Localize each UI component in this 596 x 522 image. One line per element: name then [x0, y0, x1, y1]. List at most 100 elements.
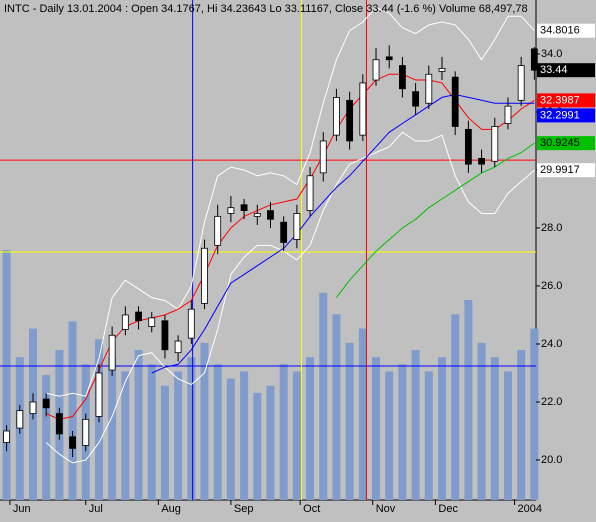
y-tick-label: 20.0: [541, 454, 562, 466]
x-tick-label: Sep: [234, 503, 254, 515]
candle-body: [267, 210, 274, 220]
volume-bar: [200, 342, 209, 500]
candle-body: [148, 317, 156, 327]
value-box: [537, 108, 595, 123]
candle-body: [319, 140, 327, 174]
volume-bar: [68, 321, 77, 500]
candle-body: [399, 65, 406, 90]
volume-bar: [279, 364, 288, 500]
volume-bar: [517, 350, 526, 500]
volume-bar: [266, 385, 275, 500]
candle-body: [280, 221, 288, 243]
volume-bar: [372, 357, 381, 500]
candle-body: [346, 99, 354, 142]
candle-body: [333, 97, 340, 136]
volume-bar: [477, 342, 486, 500]
value-box: [537, 63, 595, 78]
volume-bar: [213, 364, 222, 500]
volume-bar: [147, 364, 156, 500]
volume-bar: [332, 314, 341, 500]
candle-body: [29, 401, 37, 414]
volume-bar: [437, 357, 446, 500]
volume-bar: [160, 385, 169, 500]
candle-body: [121, 314, 129, 330]
volume-bar: [253, 392, 262, 500]
candle-body: [227, 207, 235, 214]
y-tick-label: 28.0: [541, 222, 562, 234]
volume-bar: [345, 342, 354, 500]
candle-body: [504, 105, 512, 124]
volume-bar: [358, 328, 367, 500]
volume-bar: [503, 371, 512, 500]
y-tick-label: 22.0: [541, 396, 562, 408]
candle-body: [187, 308, 195, 339]
volume-bar: [134, 350, 143, 500]
candle-body: [108, 334, 116, 371]
volume-bar: [42, 375, 51, 500]
value-box: [537, 163, 595, 178]
value-label: 32.3987: [540, 94, 580, 106]
indicator-line: [336, 142, 535, 298]
candle-body: [240, 204, 248, 211]
volume-bar: [108, 357, 117, 500]
volume-bar: [530, 328, 539, 500]
candle-body: [161, 320, 169, 351]
volume-bar: [411, 350, 420, 500]
volume-bar: [319, 292, 328, 500]
indicator-line: [45, 131, 535, 464]
x-tick-label: Jun: [13, 503, 31, 515]
volume-bar: [451, 314, 460, 500]
y-tick-label: 26.0: [541, 280, 562, 292]
candle-body: [16, 410, 24, 429]
x-tick-label: Dec: [438, 503, 458, 515]
indicator-line: [151, 93, 535, 374]
candle-body: [478, 157, 485, 165]
candle-body: [214, 215, 222, 246]
volume-bar: [424, 371, 433, 500]
volume-bar: [174, 371, 183, 500]
candle-body: [55, 413, 63, 435]
candle-body: [451, 76, 459, 127]
candle-body: [517, 65, 525, 101]
x-tick-label: Aug: [161, 503, 181, 515]
candle-body: [82, 418, 90, 446]
candle-body: [201, 247, 208, 304]
candle-body: [3, 430, 10, 443]
value-label: 33.44: [540, 64, 568, 76]
candle-body: [438, 68, 446, 72]
value-label: 34.8016: [540, 25, 580, 37]
candle-body: [425, 73, 433, 104]
value-label: 30.9245: [540, 137, 580, 149]
volume-bar: [292, 371, 301, 500]
volume-bar: [187, 357, 196, 500]
value-label: 32.2991: [540, 109, 580, 121]
candle-body: [135, 311, 142, 322]
volume-bar: [226, 378, 235, 500]
x-tick-label: Jul: [89, 503, 103, 515]
candle-body: [412, 91, 420, 107]
candle-body: [385, 56, 393, 61]
volume-bar: [2, 250, 11, 500]
y-tick-label: 34.0: [541, 48, 562, 60]
candle-body: [306, 175, 314, 211]
value-box: [537, 136, 595, 151]
volume-bar: [385, 371, 394, 500]
candle-body: [69, 436, 76, 449]
candle-body: [95, 372, 103, 417]
candle-body: [372, 59, 380, 81]
value-label: 29.9917: [540, 164, 580, 176]
indicator-line: [46, 6, 535, 397]
volume-bar: [490, 357, 499, 500]
candle-body: [530, 48, 538, 71]
chart-title: INTC - Daily 13.01.2004 : Open 34.1767, …: [4, 3, 528, 15]
candle-body: [42, 398, 50, 409]
candle-body: [464, 128, 472, 165]
value-box: [537, 23, 595, 38]
volume-bar: [464, 300, 473, 500]
candle-body: [293, 213, 301, 240]
x-tick-label: Nov: [376, 503, 396, 515]
volume-bar: [121, 371, 130, 500]
x-tick-label: 2004: [518, 503, 542, 515]
